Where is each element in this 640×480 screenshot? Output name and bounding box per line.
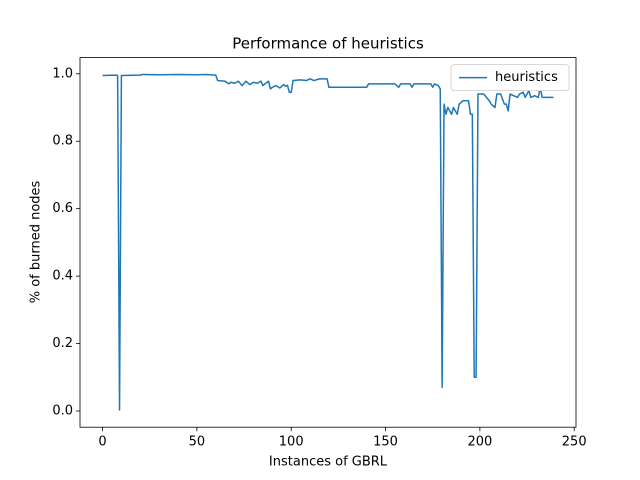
y-tick-label: 0.2 bbox=[52, 336, 73, 351]
line bbox=[102, 73, 554, 411]
y-tick-label: 0.4 bbox=[52, 269, 73, 284]
y-tick-label: 0.0 bbox=[52, 404, 73, 419]
y-tick-label: 0.8 bbox=[52, 134, 73, 149]
y-tick-label: 1.0 bbox=[52, 66, 73, 81]
x-tick-label: 250 bbox=[562, 435, 587, 450]
x-tick-label: 150 bbox=[373, 435, 398, 450]
legend-box bbox=[450, 64, 570, 91]
x-tick-label: 200 bbox=[467, 435, 492, 450]
x-axis-label: Instances of GBRL bbox=[269, 455, 388, 470]
x-tick-label: 50 bbox=[189, 435, 206, 450]
x-tick-label: 0 bbox=[98, 435, 106, 450]
plot-frame bbox=[79, 57, 577, 428]
legend-label: heuristics bbox=[495, 70, 558, 85]
y-axis-label: % of burned nodes bbox=[29, 180, 44, 303]
chart-title: Performance of heuristics bbox=[232, 35, 424, 53]
y-tick-label: 0.6 bbox=[52, 201, 73, 216]
x-tick-label: 100 bbox=[279, 435, 304, 450]
